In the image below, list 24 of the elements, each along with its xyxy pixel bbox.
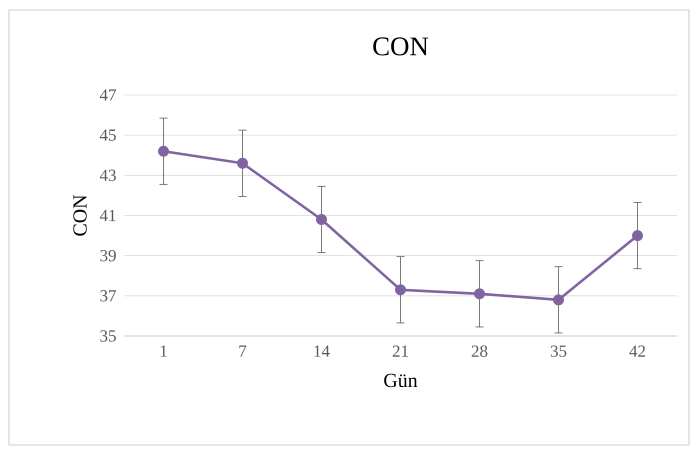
x-tick-label: 21	[392, 346, 408, 357]
x-tick-label: 35	[550, 346, 566, 357]
y-tick-label: 35	[100, 330, 116, 342]
point	[474, 288, 485, 300]
x-tick-label: 42	[629, 346, 646, 357]
x-tick-label: 14	[314, 346, 330, 357]
y-axis-title: CON	[73, 194, 87, 236]
chart-title: CON	[373, 37, 428, 56]
point	[395, 284, 406, 296]
x-tick-label: 7	[239, 346, 246, 357]
y-tick-label: 37	[100, 290, 116, 302]
x-axis-title: Gün	[384, 374, 418, 388]
x-tick-label: 1	[160, 346, 167, 357]
point	[237, 158, 248, 169]
y-tick-label: 39	[100, 250, 116, 262]
x-tick-label: 28	[472, 346, 488, 357]
point	[632, 230, 643, 242]
y-tick-label: 43	[100, 170, 116, 182]
point	[158, 146, 169, 157]
y-tick-label: 45	[100, 130, 116, 141]
y-tick-label: 47	[100, 89, 116, 101]
point	[316, 214, 327, 225]
point	[553, 294, 564, 306]
y-tick-label: 41	[100, 210, 116, 222]
